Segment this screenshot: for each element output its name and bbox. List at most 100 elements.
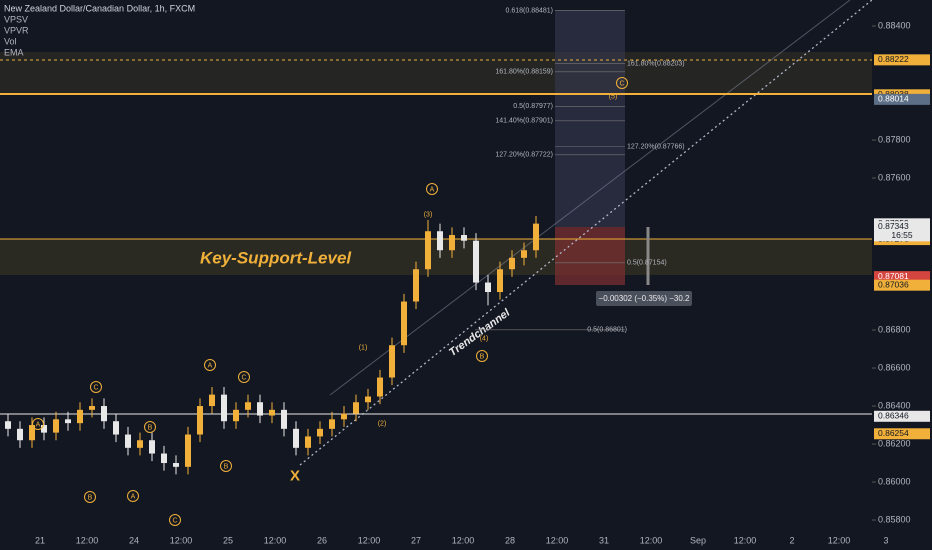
x-tick-label: Sep: [690, 535, 706, 545]
wave-circle: [90, 381, 102, 393]
x-tick-label: 12:00: [828, 535, 851, 545]
fib-label: 127.20%(0.87722): [495, 152, 553, 159]
y-tick-label: 0.86800: [878, 324, 911, 334]
wave-circle: [616, 77, 628, 89]
candle-body: [245, 402, 251, 410]
fib-label: 0.618(0.88481): [506, 7, 553, 14]
price-tag: [874, 279, 930, 291]
candle-body: [125, 434, 131, 448]
candle-body: [173, 463, 179, 467]
candle-body: [377, 377, 383, 397]
price-tag: [874, 93, 930, 105]
annotation: Key-Support-Level: [200, 248, 352, 267]
candle-body: [389, 345, 395, 378]
x-tick-label: 2: [789, 535, 794, 545]
candle-body: [137, 440, 143, 448]
x-tick-label: 12:00: [640, 535, 663, 545]
wave-label: C: [93, 384, 98, 391]
y-tick-label: 0.86200: [878, 438, 911, 448]
wave-label: B: [148, 424, 153, 431]
wave-label: A: [36, 421, 41, 428]
candle-body: [473, 240, 479, 283]
candle-body: [53, 419, 59, 433]
wave-label: X: [290, 467, 300, 484]
candle-body: [509, 257, 515, 270]
x-tick-label: 3: [883, 535, 888, 545]
fib-label: 161.80%(0.88159): [495, 69, 553, 76]
indicator-label: VPSV: [4, 14, 28, 24]
wave-label: (1): [359, 344, 368, 351]
y-tick-label: 0.85800: [878, 514, 911, 524]
candle-body: [365, 396, 371, 403]
x-tick-label: 31: [599, 535, 609, 545]
price-tag: [874, 271, 930, 283]
x-tick-label: 26: [317, 535, 327, 545]
candle-body: [41, 425, 47, 433]
price-tag: [874, 428, 930, 440]
x-tick-label: 12:00: [264, 535, 287, 545]
candle-body: [257, 402, 263, 416]
measure-label: −0.00302 (−0.35%) −30.2: [599, 294, 691, 303]
indicator-label: Vol: [4, 36, 17, 46]
x-tick-label: 12:00: [452, 535, 475, 545]
candle-body: [101, 406, 107, 422]
support-zone: [0, 239, 872, 275]
y-tick-label: 0.87600: [878, 172, 911, 182]
candle-body: [197, 406, 203, 435]
candle-body: [413, 269, 419, 302]
wave-label: C: [172, 517, 177, 524]
candle-body: [77, 409, 83, 424]
wave-circle: [32, 418, 44, 430]
wave-label: (2): [378, 420, 387, 427]
x-tick-label: 25: [223, 535, 233, 545]
channel-line: [329, 0, 851, 396]
wave-label: (3): [424, 211, 433, 218]
candle-body: [293, 428, 299, 448]
wave-label: B: [480, 353, 485, 360]
y-tick-label: 0.86000: [878, 476, 911, 486]
wave-label: B: [88, 494, 93, 501]
wave-label: C: [241, 374, 246, 381]
y-tick-label: 0.86400: [878, 400, 911, 410]
candle-body: [149, 440, 155, 454]
x-tick-label: 27: [411, 535, 421, 545]
wave-circle: [84, 491, 96, 503]
candle-body: [209, 394, 215, 407]
x-tick-label: 12:00: [170, 535, 193, 545]
candle-body: [329, 419, 335, 429]
candle-body: [305, 436, 311, 448]
wave-label: A: [430, 186, 435, 193]
projection-box: [555, 10, 625, 227]
wave-circle: [476, 350, 488, 362]
wave-circle: [220, 460, 232, 472]
candle-body: [5, 421, 11, 429]
price-tag: [874, 54, 930, 66]
candle-body: [497, 269, 503, 293]
x-tick-label: 21: [35, 535, 45, 545]
price-tag-label: 0.86254: [878, 428, 909, 438]
measure-box: [596, 291, 692, 306]
candle-body: [233, 409, 239, 422]
candle-body: [485, 282, 491, 293]
candle-body: [521, 250, 527, 258]
fib-label: 161.80%(0.88203): [627, 60, 685, 67]
candle-body: [17, 428, 23, 441]
x-tick-label: 12:00: [734, 535, 757, 545]
candle-body: [29, 425, 35, 441]
candle-body: [341, 413, 347, 420]
x-tick-label: 12:00: [358, 535, 381, 545]
price-tag-label: 0.86346: [878, 411, 909, 421]
x-tick-label: 12:00: [546, 535, 569, 545]
price-tag-label: 0.87036: [878, 279, 909, 289]
price-tag: [874, 221, 930, 233]
symbol-title: New Zealand Dollar/Canadian Dollar, 1h, …: [4, 3, 195, 13]
candle-body: [113, 421, 119, 435]
fib-label: 0.5(0.87977): [513, 103, 553, 110]
wave-circle: [204, 359, 216, 371]
wave-label: C: [619, 80, 624, 87]
x-tick-label: 28: [505, 535, 515, 545]
candle-body: [437, 231, 443, 251]
y-tick-label: 0.88400: [878, 20, 911, 30]
price-tag-label: 0.88014: [878, 94, 909, 104]
